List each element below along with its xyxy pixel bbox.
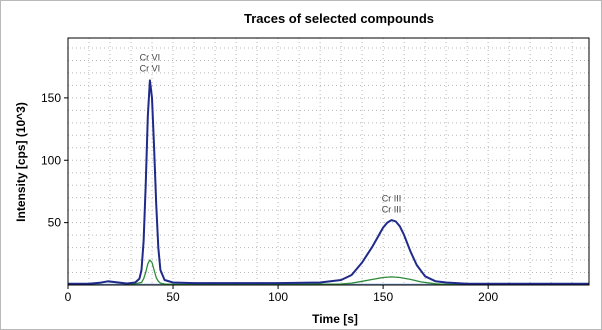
x-tick-label: 100 (268, 290, 288, 304)
x-tick-label: 0 (65, 290, 72, 304)
x-tick-label: 150 (373, 290, 393, 304)
plot-border (67, 37, 590, 286)
peak-label: Cr VI (140, 64, 161, 74)
y-tick-label: 50 (48, 216, 62, 230)
peak-label: Cr III (382, 205, 402, 215)
annotations: Cr VI Cr VI Cr III Cr III (140, 52, 402, 214)
peak-label: Cr VI (140, 52, 161, 62)
tick-labels: 0 50 100 150 200 50 100 150 (41, 91, 499, 304)
series-line-0 (68, 79, 589, 285)
y-tick-label: 150 (41, 91, 61, 105)
grid (68, 38, 589, 285)
x-tick-label: 200 (478, 290, 498, 304)
y-axis-title: Intensity [cps] (10^3) (14, 102, 28, 222)
chart-title: Traces of selected compounds (244, 11, 434, 26)
series-line-1 (68, 259, 589, 286)
x-tick-label: 50 (166, 290, 180, 304)
x-axis-title: Time [s] (312, 312, 358, 326)
peak-label: Cr III (382, 193, 402, 203)
y-tick-label: 100 (41, 153, 61, 167)
